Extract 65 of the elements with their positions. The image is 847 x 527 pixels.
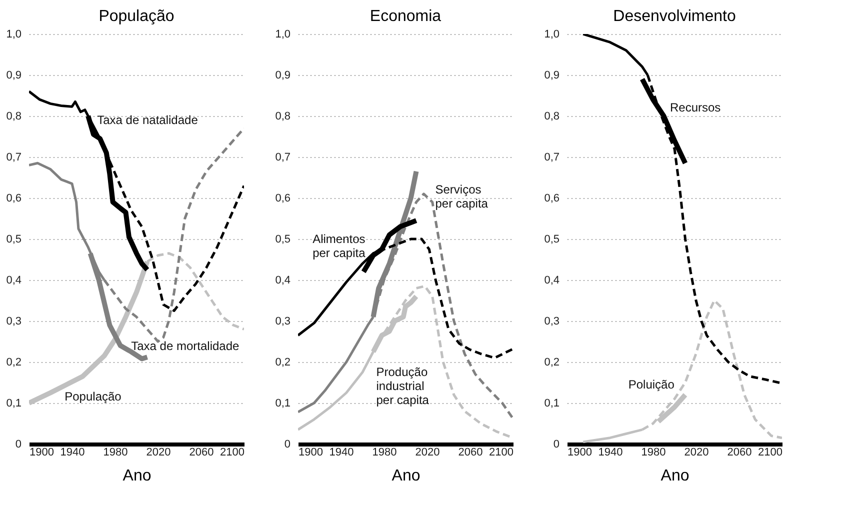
series-label: Serviços per capita: [435, 182, 488, 210]
y-tick-label: 0,5: [275, 234, 290, 246]
y-tick-label: 0,8: [544, 110, 560, 122]
x-tick-label: 2020: [684, 446, 709, 458]
y-tick-label: 0,7: [275, 152, 290, 164]
y-tick-label: 1,0: [6, 28, 22, 40]
series-label: Taxa de mortalidade: [131, 338, 240, 353]
x-axis-title: Ano: [660, 468, 690, 484]
chart-title: Economia: [370, 8, 442, 25]
x-tick-label: 1900: [30, 446, 54, 458]
y-tick-label: 0,4: [544, 274, 560, 286]
y-tick-label: 0,2: [544, 356, 560, 368]
series-label: Alimentos per capita: [312, 232, 366, 260]
y-tick-label: 0,1: [275, 398, 290, 410]
x-tick-label: 2100: [220, 446, 244, 458]
x-axis-title: Ano: [392, 468, 420, 484]
x-axis-title: Ano: [122, 468, 152, 484]
x-tick-label: 2100: [758, 446, 782, 458]
x-tick-label: 1980: [103, 446, 128, 458]
y-tick-label: 0,6: [6, 192, 22, 204]
y-tick-label: 0,3: [275, 316, 290, 328]
y-tick-label: 0,1: [544, 398, 560, 410]
y-tick-label: 0: [15, 438, 22, 450]
x-tick-label: 1980: [641, 446, 666, 458]
y-tick-label: 0,9: [6, 70, 22, 82]
y-tick-label: 0: [553, 438, 560, 450]
x-tick-label: 2060: [727, 446, 752, 458]
y-tick-label: 0,4: [275, 274, 290, 286]
x-tick-label: 2020: [146, 446, 171, 458]
x-tick-label: 1940: [329, 446, 354, 458]
series-label: Poluição: [628, 377, 675, 392]
x-tick-label: 1940: [598, 446, 623, 458]
y-tick-label: 0,7: [6, 152, 22, 164]
y-tick-label: 0,8: [6, 110, 22, 122]
y-tick-label: 0,8: [275, 110, 290, 122]
y-tick-label: 0,9: [275, 70, 290, 82]
y-tick-label: 0,3: [6, 316, 22, 328]
series-label: Taxa de natalidade: [97, 113, 198, 127]
y-tick-label: 0,3: [544, 316, 560, 328]
x-tick-label: 1900: [568, 446, 592, 458]
x-tick-label: 2020: [415, 446, 440, 458]
y-tick-label: 0,6: [275, 192, 290, 204]
y-tick-label: 0,2: [275, 356, 290, 368]
y-tick-label: 1,0: [275, 28, 290, 40]
series-label: População: [64, 390, 122, 404]
y-tick-label: 0,4: [6, 274, 22, 286]
chart-title: Desenvolvimento: [613, 8, 736, 25]
x-tick-label: 1980: [372, 446, 397, 458]
series-label: Produção industrial per capita: [376, 364, 430, 407]
x-tick-label: 2060: [458, 446, 483, 458]
x-tick-label: 2100: [489, 446, 514, 458]
y-tick-label: 0,6: [544, 192, 560, 204]
y-tick-label: 0,2: [6, 356, 22, 368]
chart-title: População: [98, 8, 174, 25]
y-tick-label: 0,5: [544, 234, 560, 246]
y-tick-label: 0,5: [6, 234, 22, 246]
y-tick-label: 0,1: [6, 398, 22, 410]
y-tick-label: 0: [284, 438, 290, 450]
series-label: Recursos: [670, 100, 721, 115]
x-tick-label: 1940: [60, 446, 85, 458]
x-tick-label: 2060: [189, 446, 214, 458]
x-tick-label: 1900: [298, 446, 323, 458]
y-tick-label: 0,9: [544, 70, 560, 82]
y-tick-label: 1,0: [544, 28, 560, 40]
y-tick-label: 0,7: [544, 152, 560, 164]
